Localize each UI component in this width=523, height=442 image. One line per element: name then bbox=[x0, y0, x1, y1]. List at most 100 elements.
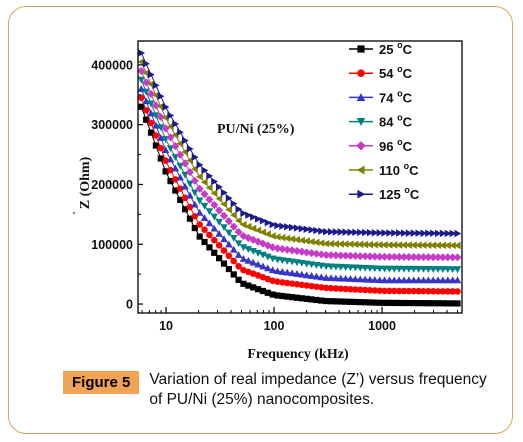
data-point bbox=[224, 217, 233, 226]
data-point bbox=[332, 298, 340, 305]
data-point bbox=[332, 263, 340, 271]
data-point bbox=[327, 228, 335, 236]
data-point bbox=[317, 239, 325, 247]
data-point bbox=[146, 89, 156, 98]
series-96 bbox=[137, 66, 462, 262]
data-point bbox=[250, 213, 257, 221]
data-point bbox=[161, 146, 170, 154]
data-point bbox=[429, 241, 437, 249]
data-point bbox=[312, 238, 320, 247]
data-point bbox=[331, 251, 340, 260]
data-point bbox=[225, 229, 233, 237]
data-point bbox=[278, 244, 287, 254]
data-point bbox=[288, 269, 296, 277]
data-point bbox=[147, 119, 155, 127]
data-point bbox=[289, 294, 296, 301]
data-point bbox=[234, 240, 243, 248]
data-point bbox=[313, 226, 321, 235]
data-point bbox=[273, 233, 281, 241]
data-point bbox=[327, 251, 336, 260]
legend-marker bbox=[356, 118, 366, 126]
data-point bbox=[181, 159, 190, 168]
data-point bbox=[439, 229, 447, 238]
data-point bbox=[308, 226, 316, 234]
data-point bbox=[337, 240, 344, 248]
data-point bbox=[420, 300, 427, 307]
data-point bbox=[415, 300, 422, 307]
data-point bbox=[429, 276, 437, 284]
data-point bbox=[278, 233, 286, 242]
data-point bbox=[167, 166, 174, 174]
data-point bbox=[215, 229, 223, 237]
data-point bbox=[404, 252, 413, 262]
data-point bbox=[206, 244, 213, 251]
data-point bbox=[254, 286, 262, 293]
data-point bbox=[181, 136, 189, 145]
data-point bbox=[303, 282, 310, 289]
data-point bbox=[298, 224, 306, 233]
data-point bbox=[361, 228, 369, 237]
data-point bbox=[176, 173, 184, 181]
data-point bbox=[449, 288, 456, 295]
legend-unit: C bbox=[409, 163, 419, 178]
data-point bbox=[200, 190, 209, 199]
data-point bbox=[443, 253, 452, 262]
data-point bbox=[449, 300, 456, 307]
data-point bbox=[186, 215, 194, 222]
legend-degree: o bbox=[397, 113, 403, 123]
figure-caption: Figure 5 Variation of real impedance (Z’… bbox=[63, 370, 493, 410]
legend-marker bbox=[356, 93, 366, 101]
legend-item-125: 125 oC bbox=[349, 185, 420, 202]
data-point bbox=[279, 222, 287, 230]
legend-label: 84 oC bbox=[379, 113, 413, 130]
data-point bbox=[143, 116, 150, 123]
data-point bbox=[220, 260, 228, 267]
data-point bbox=[172, 176, 179, 183]
series-54 bbox=[138, 94, 461, 295]
data-point bbox=[293, 280, 301, 288]
data-point bbox=[366, 275, 374, 283]
data-point bbox=[453, 266, 462, 274]
data-point bbox=[268, 232, 276, 240]
data-point bbox=[327, 298, 335, 305]
y-axis-label-group: Z (Ohm) ' bbox=[72, 156, 93, 214]
data-point bbox=[318, 297, 325, 304]
data-point bbox=[429, 266, 437, 273]
data-point bbox=[176, 185, 184, 192]
data-point bbox=[454, 300, 461, 307]
data-point bbox=[196, 221, 203, 228]
data-point bbox=[190, 176, 199, 185]
data-point bbox=[342, 285, 349, 293]
axis-layer: 0 100000 200000 300000 400000 10 100 1000 bbox=[91, 40, 463, 333]
y-tick-label: 400000 bbox=[91, 58, 133, 72]
data-point bbox=[220, 224, 228, 232]
data-point bbox=[390, 276, 399, 284]
data-point bbox=[298, 270, 306, 278]
data-point bbox=[157, 102, 164, 111]
legend-unit: C bbox=[403, 42, 413, 57]
data-point bbox=[425, 300, 432, 307]
data-point bbox=[405, 276, 413, 284]
data-point bbox=[177, 128, 184, 136]
data-point bbox=[181, 206, 189, 213]
data-point bbox=[395, 265, 403, 273]
data-point bbox=[191, 165, 198, 173]
data-point bbox=[318, 284, 325, 291]
data-point bbox=[161, 114, 169, 122]
data-point bbox=[240, 209, 248, 218]
data-point bbox=[400, 299, 408, 307]
data-point bbox=[167, 177, 174, 185]
series-layer bbox=[137, 49, 462, 307]
data-point bbox=[191, 224, 198, 232]
data-point bbox=[381, 299, 388, 306]
chart-annotation: PU/Ni (25%) bbox=[217, 122, 295, 137]
data-point bbox=[390, 265, 399, 273]
data-point bbox=[235, 205, 243, 213]
data-point bbox=[434, 288, 442, 295]
data-point bbox=[167, 111, 175, 120]
data-point bbox=[361, 286, 369, 294]
data-point bbox=[259, 287, 267, 295]
data-point bbox=[191, 153, 199, 161]
data-point bbox=[274, 292, 281, 299]
data-point bbox=[156, 112, 165, 121]
